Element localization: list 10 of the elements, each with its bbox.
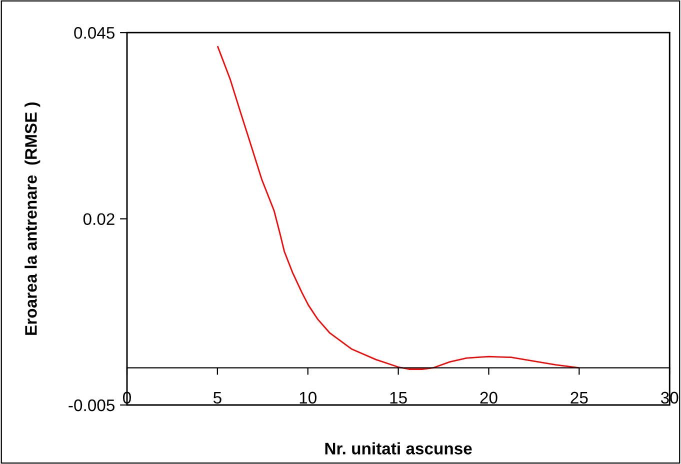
x-tick-label: 20 [480,392,498,404]
y-axis-title: Eroarea la antrenare (RMSE ) [24,102,40,335]
x-tick-label: 5 [213,392,222,404]
y-tick-label: 0.02 [83,213,114,226]
x-tick-label: 25 [570,392,588,404]
x-tick-label: 15 [390,392,407,404]
y-tick-label: -0.005 [68,399,114,412]
y-tick-label: 0.045 [74,27,114,39]
x-tick-label: 10 [300,392,316,404]
x-axis-title: Nr. unitati ascunse [325,442,472,454]
